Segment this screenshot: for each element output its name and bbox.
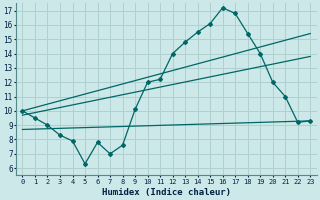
X-axis label: Humidex (Indice chaleur): Humidex (Indice chaleur) — [102, 188, 231, 197]
